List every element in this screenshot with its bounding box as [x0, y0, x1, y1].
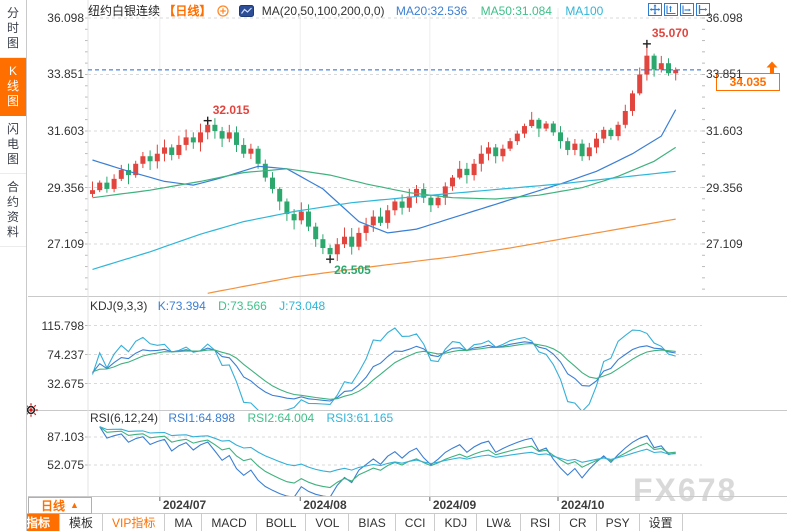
move-icon[interactable]: [648, 3, 662, 16]
kdj-k-value: K:73.394: [157, 299, 206, 313]
toolbar-tab-cci[interactable]: CCI: [396, 514, 436, 531]
kdj-d-value: D:73.566: [218, 299, 267, 313]
price-annotation: 35.070: [651, 25, 689, 40]
toolbar-tab-settings[interactable]: 设置: [640, 514, 683, 531]
toolbar-tab-ma[interactable]: MA: [165, 514, 203, 531]
toolbar-tab-cr[interactable]: CR: [560, 514, 597, 531]
price-axis-label-right: 27.109: [706, 237, 743, 251]
price-axis-label-left: 36.098: [47, 11, 84, 25]
current-price-value: 34.035: [729, 74, 767, 89]
current-price-tag: 34.035: [716, 72, 780, 91]
axis-zoom-x-icon[interactable]: [680, 3, 694, 16]
ma100-value: MA100: [565, 4, 604, 18]
plus-circle-icon[interactable]: [217, 5, 229, 17]
price-axis-label-right: 31.603: [706, 124, 743, 138]
x-axis-label: 2024/08: [303, 498, 347, 512]
ma-line-ma100: [92, 170, 676, 270]
kdj-d-line: [92, 343, 676, 400]
rsi-title: RSI(6,12,24): [90, 411, 159, 425]
toolbar-tab-template[interactable]: 模板: [60, 514, 104, 531]
rsi-axis-label: 87.103: [47, 430, 84, 444]
price-annotation: 26.505: [334, 263, 371, 278]
arrow-up-icon: ▲: [70, 500, 79, 510]
price-axis-label-left: 31.603: [47, 124, 84, 138]
period-dropdown-button[interactable]: 日线 ▲: [28, 497, 92, 514]
toolbar-tab-vip-indicator[interactable]: VIP指标: [103, 514, 166, 531]
rsi-axis-label: 52.075: [47, 458, 84, 472]
period-tag: 【日线】: [163, 4, 212, 18]
watermark: FX678: [633, 472, 738, 508]
price-up-arrow-icon: [766, 61, 778, 74]
price-axis-label-right: 29.356: [706, 180, 743, 195]
sidebar-item-kline-chart[interactable]: K线图: [0, 58, 26, 116]
ma-line-ma200: [207, 218, 676, 294]
kdj-axis-label: 74.237: [47, 347, 84, 362]
toolbar-tab-psy[interactable]: PSY: [597, 514, 640, 531]
x-axis-label: 2024/10: [561, 498, 605, 512]
rsi1-value: RSI1:64.898: [168, 411, 236, 425]
rsi2-line: [99, 426, 676, 489]
toolbar-tab-indicator[interactable]: 指标: [17, 514, 61, 531]
rsi1-line: [99, 426, 676, 496]
price-axis-label-left: 27.109: [47, 237, 84, 251]
price-axis-label-left: 29.356: [47, 180, 84, 195]
kdj-axis-label: 115.798: [41, 318, 85, 333]
sidebar-item-timeshare-chart[interactable]: 分时图: [0, 0, 26, 58]
rsi3-value: RSI3:61.165: [326, 411, 394, 425]
chart-thumbnail-icon[interactable]: [239, 5, 255, 17]
rsi-pane-header: RSI(6,12,24) RSI1:64.898 RSI2:64.004 RSI…: [90, 411, 393, 425]
ma-line-ma50: [92, 146, 677, 200]
sidebar-item-contract-info[interactable]: 合约资料: [0, 174, 26, 247]
toolbar-tab-kdj[interactable]: KDJ: [435, 514, 478, 531]
rsi2-value: RSI2:64.004: [247, 411, 315, 425]
price-annotation: 32.015: [212, 102, 250, 117]
price-axis-label-left: 33.851: [47, 67, 84, 82]
kdj-title: KDJ(9,3,3): [90, 299, 148, 313]
x-axis-label: 2024/09: [432, 498, 477, 512]
toolbar-tab-boll[interactable]: BOLL: [257, 514, 307, 531]
sidebar-item-lightning-chart[interactable]: 闪电图: [0, 116, 26, 174]
ma-formula: MA(20,50,100,200,0,0): [261, 4, 385, 18]
period-label: 日线: [41, 499, 66, 513]
candlesticks: [90, 43, 679, 261]
x-axis-label: 2024/07: [162, 498, 207, 512]
symbol-name: 纽约白银连续: [88, 4, 161, 18]
sidebar: 分时图 K线图 闪电图 合约资料: [0, 0, 27, 531]
ma-line-ma20: [92, 109, 677, 234]
kdj-j-value: J:73.048: [279, 299, 326, 313]
alarm-icon[interactable]: [23, 402, 39, 418]
axis-zoom-y-icon[interactable]: [664, 3, 678, 16]
pan-right-icon[interactable]: [696, 3, 710, 16]
kdj-j-line: [91, 327, 676, 410]
ma50-value: MA50:31.084: [480, 4, 552, 18]
chart-toolbar-icons: [648, 3, 710, 16]
toolbar-tab-lw[interactable]: LW&: [477, 514, 522, 531]
toolbar-tab-vol[interactable]: VOL: [306, 514, 350, 531]
kdj-pane-header: KDJ(9,3,3) K:73.394 D:73.566 J:73.048: [90, 299, 325, 313]
chart-header: 纽约白银连续 【日线】 MA(20,50,100,200,0,0) MA20:3…: [88, 2, 603, 19]
toolbar-tab-rsi[interactable]: RSI: [521, 514, 561, 531]
indicator-toolbar: 指标 模板 VIP指标 MA MACD BOLL VOL BIAS CCI KD…: [17, 514, 683, 531]
rsi3-line: [99, 426, 676, 473]
price-axis-label-right: 36.098: [706, 11, 743, 25]
toolbar-tab-macd[interactable]: MACD: [202, 514, 257, 531]
ma20-value: MA20:32.536: [395, 4, 468, 18]
toolbar-tab-bias[interactable]: BIAS: [349, 514, 396, 531]
kdj-axis-label: 32.675: [47, 376, 84, 391]
price-axis-label-right: 33.851: [706, 67, 743, 82]
